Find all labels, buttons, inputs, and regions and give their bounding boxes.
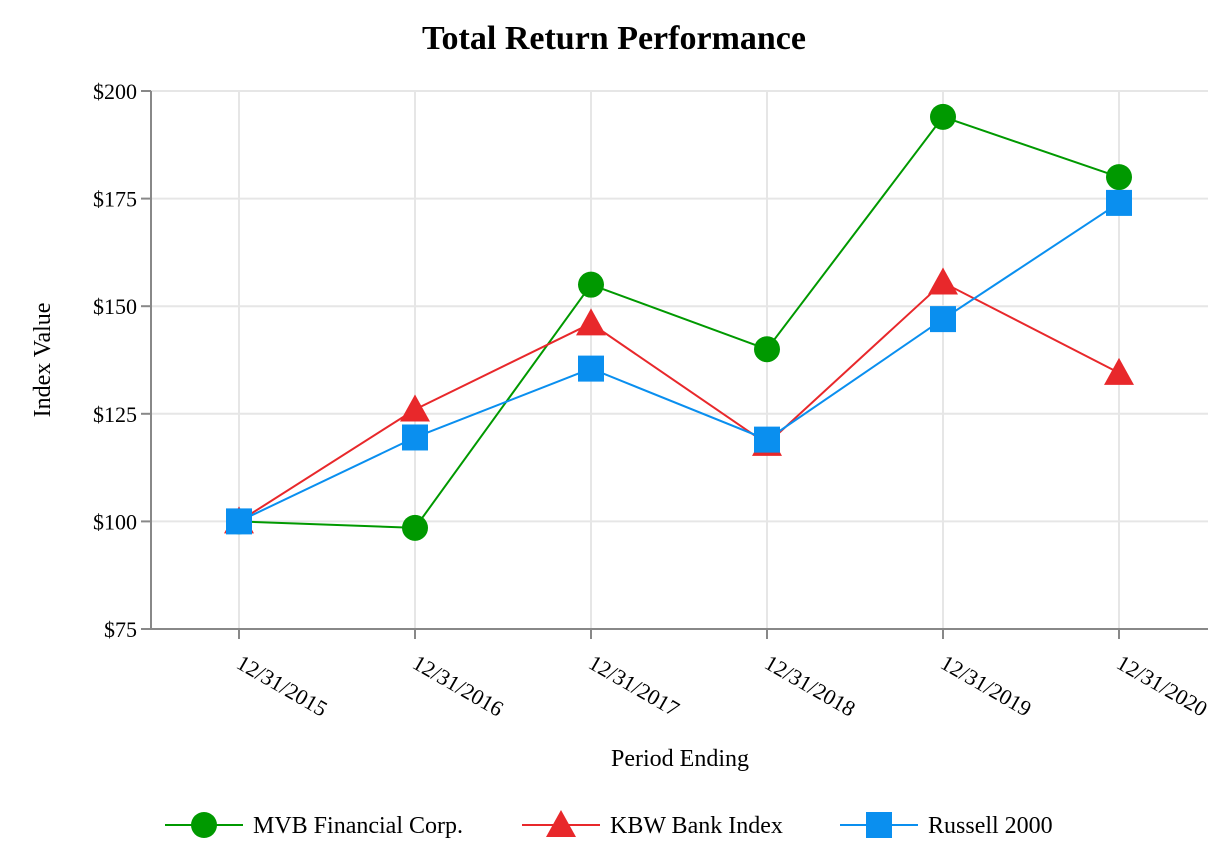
series-line xyxy=(238,281,1120,523)
legend-label: KBW Bank Index xyxy=(610,813,783,839)
series-line xyxy=(238,115,1120,529)
legend-marker-square xyxy=(866,812,892,838)
x-tick-label: 12/31/2017 xyxy=(585,650,684,722)
axes: $75 $100 $125 $150 $175 $200 12/31/2015 12/31/2… xyxy=(93,79,1212,721)
y-tick-label: $200 xyxy=(93,79,137,104)
x-tick-label: 12/31/2015 xyxy=(233,650,332,722)
data-point-circle xyxy=(402,514,428,541)
legend-label: Russell 2000 xyxy=(928,813,1053,839)
x-tick-label: 12/31/2019 xyxy=(937,650,1036,722)
y-axis-label: Index Value xyxy=(30,303,56,418)
series-kbw-bank-index xyxy=(224,267,1134,534)
series-mvb-financial-corp xyxy=(226,103,1132,541)
data-point-triangle xyxy=(576,308,606,336)
y-tick-label: $125 xyxy=(93,402,137,427)
data-point-triangle xyxy=(400,394,430,422)
data-point-square xyxy=(402,424,428,451)
x-tick-label: 12/31/2018 xyxy=(761,650,860,722)
data-point-circle xyxy=(754,336,780,363)
legend-marker-circle xyxy=(191,812,217,838)
x-tick-label: 12/31/2020 xyxy=(1113,650,1212,722)
legend-label: MVB Financial Corp. xyxy=(253,813,463,839)
chart-title: Total Return Performance xyxy=(422,20,806,57)
data-point-square xyxy=(1106,189,1132,216)
x-tick-label: 12/31/2016 xyxy=(409,650,508,722)
series-group xyxy=(224,103,1134,541)
data-point-square xyxy=(578,355,604,382)
y-tick-label: $175 xyxy=(93,187,137,212)
data-point-circle xyxy=(930,103,956,130)
data-point-triangle xyxy=(928,267,958,295)
series-line xyxy=(238,202,1120,523)
y-tick-label: $150 xyxy=(93,294,137,319)
legend-marker-triangle xyxy=(546,810,576,837)
data-point-square xyxy=(226,508,252,535)
legend-item: KBW Bank Index xyxy=(522,810,783,839)
y-tick-label: $75 xyxy=(104,617,137,642)
legend-item: MVB Financial Corp. xyxy=(165,812,463,839)
y-tick-label: $100 xyxy=(93,509,137,534)
data-point-square xyxy=(930,306,956,333)
data-point-circle xyxy=(578,271,604,298)
data-point-triangle xyxy=(1104,357,1134,385)
legend-item: Russell 2000 xyxy=(840,812,1053,839)
legend: MVB Financial Corp. KBW Bank Index Russell… xyxy=(165,810,1053,839)
x-axis-label: Period Ending xyxy=(611,746,749,772)
data-point-circle xyxy=(1106,164,1132,191)
grid xyxy=(151,90,1208,629)
data-point-square xyxy=(754,426,780,453)
series-russell-2000 xyxy=(226,189,1132,535)
